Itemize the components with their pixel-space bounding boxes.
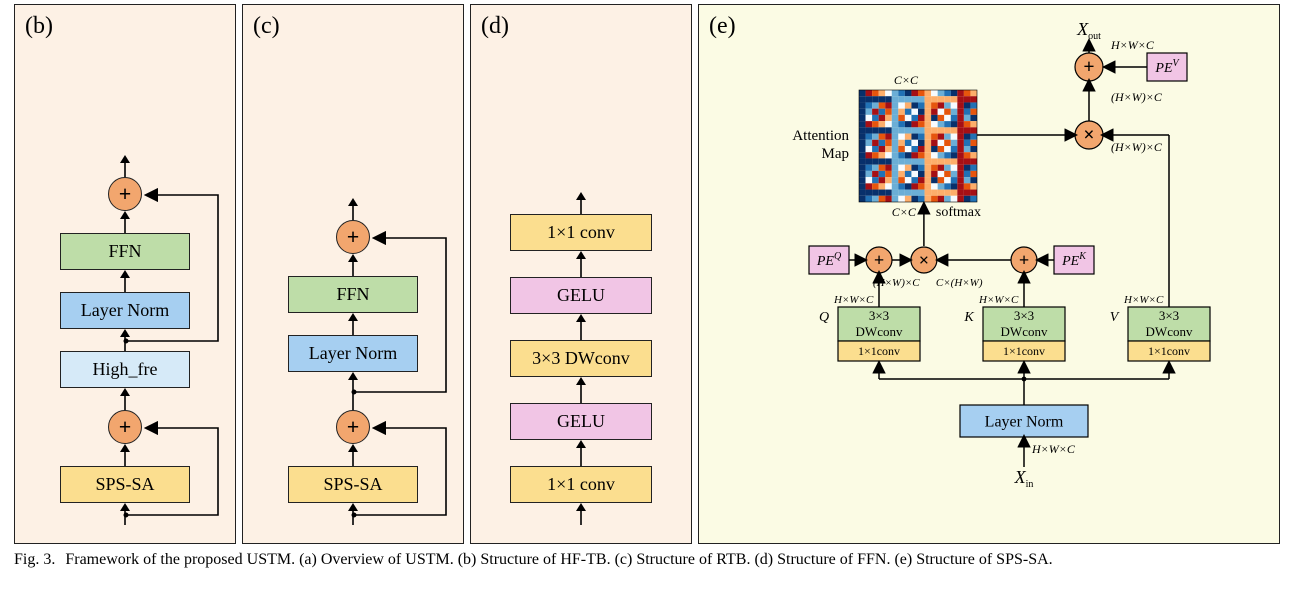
panel-c-stack: + FFN Layer Norm + SPS-SA [288, 198, 418, 525]
svg-text:1×1conv: 1×1conv [1148, 344, 1190, 358]
c-arrow-6 [343, 372, 363, 410]
svg-text:+: + [1019, 250, 1029, 270]
b-arrow-2 [115, 211, 135, 233]
e-q-conv1: 1×1conv [838, 341, 920, 361]
panel-b: (b) + FFN Layer Norm High_fre + SPS-SA [14, 4, 236, 544]
svg-text:DWconv: DWconv [1146, 324, 1193, 339]
svg-text:H×W×C: H×W×C [978, 294, 1019, 306]
panel-c-label: (c) [253, 13, 280, 40]
e-v-dwconv: 3×3 DWconv [1128, 307, 1210, 341]
b-box-sps-sa: SPS-SA [60, 466, 190, 503]
b-arrow-8 [115, 388, 135, 410]
c-arrow-8 [343, 444, 363, 466]
e-k-dwconv: 3×3 DWconv [983, 307, 1065, 341]
panel-e: (e) XoutH×W×C + PEV(H×W)×C ×AttentionMap… [698, 4, 1280, 544]
svg-text:DWconv: DWconv [856, 324, 903, 339]
c-box-sps-sa: SPS-SA [288, 466, 418, 503]
c-box-layer-norm: Layer Norm [288, 335, 418, 372]
b-box-layer-norm: Layer Norm [60, 292, 190, 329]
svg-text:3×3: 3×3 [1159, 308, 1179, 323]
svg-text:1×1conv: 1×1conv [858, 344, 900, 358]
caption-text: Framework of the proposed USTM. (a) Over… [65, 551, 1052, 568]
e-attention-map [859, 90, 977, 202]
e-op-mul-top: × [1075, 121, 1103, 149]
b-op-add-9: + [108, 410, 142, 444]
svg-text:H×W×C: H×W×C [1123, 294, 1164, 306]
svg-text:(H×W)×C: (H×W)×C [1111, 140, 1163, 154]
svg-text:+: + [1083, 57, 1094, 78]
e-layer-norm: Layer Norm [960, 405, 1088, 437]
c-op-add-1: + [336, 220, 370, 254]
e-v-conv1: 1×1conv [1128, 341, 1210, 361]
b-arrow-12 [115, 503, 135, 525]
svg-text:H×W×C: H×W×C [833, 294, 874, 306]
e-k-conv1: 1×1conv [983, 341, 1065, 361]
svg-text:C×C: C×C [892, 205, 917, 219]
d-arrow-0 [571, 192, 591, 214]
svg-text:3×3: 3×3 [1014, 308, 1034, 323]
panel-d-label: (d) [481, 13, 509, 40]
d-arrow-2 [571, 251, 591, 277]
d-arrow-6 [571, 377, 591, 403]
d-box-1-1-conv: 1×1 conv [510, 466, 652, 503]
figure-caption: Fig. 3.Framework of the proposed USTM. (… [0, 544, 1294, 570]
d-arrow-4 [571, 314, 591, 340]
b-arrow-6 [115, 329, 135, 351]
c-box-ffn: FFN [288, 276, 418, 313]
panel-b-label: (b) [25, 13, 53, 40]
b-op-add-1: + [108, 177, 142, 211]
svg-text:Attention: Attention [792, 128, 849, 144]
e-op-add-q: + [866, 247, 892, 273]
d-box-1-1-conv: 1×1 conv [510, 214, 652, 251]
svg-text:(H×W)×C: (H×W)×C [873, 277, 920, 289]
svg-text:C×(H×W): C×(H×W) [936, 277, 983, 289]
b-box-high-fre: High_fre [60, 351, 190, 388]
d-box-gelu: GELU [510, 277, 652, 314]
svg-text:×: × [1083, 125, 1094, 146]
c-arrow-4 [343, 313, 363, 335]
svg-text:+: + [874, 250, 884, 270]
svg-text:Layer Norm: Layer Norm [985, 414, 1064, 431]
svg-text:DWconv: DWconv [1001, 324, 1048, 339]
e-op-mul-mid: × [911, 247, 937, 273]
b-arrow-10 [115, 444, 135, 466]
svg-text:softmax: softmax [936, 205, 981, 220]
b-arrow-0 [115, 155, 135, 177]
svg-text:1×1conv: 1×1conv [1003, 344, 1045, 358]
panel-d: (d) 1×1 conv GELU 3×3 DWconv GELU 1×1 co… [470, 4, 692, 544]
svg-text:V: V [1110, 310, 1120, 325]
d-arrow-8 [571, 440, 591, 466]
svg-text:Map: Map [822, 146, 850, 162]
caption-prefix: Fig. 3. [14, 551, 65, 568]
e-q-dwconv: 3×3 DWconv [838, 307, 920, 341]
svg-text:K: K [963, 310, 974, 325]
c-arrow-2 [343, 254, 363, 276]
svg-text:H×W×C: H×W×C [1031, 442, 1076, 456]
panel-e-svg: XoutH×W×C + PEV(H×W)×C ×AttentionMapC×C(… [699, 5, 1279, 543]
panel-b-stack: + FFN Layer Norm High_fre + SPS-SA [60, 155, 190, 525]
d-box-3-3-dwconv: 3×3 DWconv [510, 340, 652, 377]
svg-text:×: × [919, 250, 929, 270]
panel-d-stack: 1×1 conv GELU 3×3 DWconv GELU 1×1 conv [510, 192, 652, 525]
panels-row: (b) + FFN Layer Norm High_fre + SPS-SA (… [0, 0, 1294, 544]
svg-text:Xin: Xin [1014, 467, 1034, 490]
c-arrow-0 [343, 198, 363, 220]
figure-3: (b) + FFN Layer Norm High_fre + SPS-SA (… [0, 0, 1294, 610]
c-op-add-7: + [336, 410, 370, 444]
svg-text:H×W×C: H×W×C [1110, 38, 1155, 52]
b-arrow-4 [115, 270, 135, 292]
e-op-add-out: + [1075, 53, 1103, 81]
svg-text:Q: Q [819, 310, 829, 325]
panel-c: (c) + FFN Layer Norm + SPS-SA [242, 4, 464, 544]
e-op-add-k: + [1011, 247, 1037, 273]
b-box-ffn: FFN [60, 233, 190, 270]
svg-text:C×C: C×C [894, 73, 919, 87]
svg-text:(H×W)×C: (H×W)×C [1111, 90, 1163, 104]
svg-text:3×3: 3×3 [869, 308, 889, 323]
d-box-gelu: GELU [510, 403, 652, 440]
c-arrow-10 [343, 503, 363, 525]
svg-text:Xout: Xout [1076, 19, 1101, 42]
d-arrow-10 [571, 503, 591, 525]
